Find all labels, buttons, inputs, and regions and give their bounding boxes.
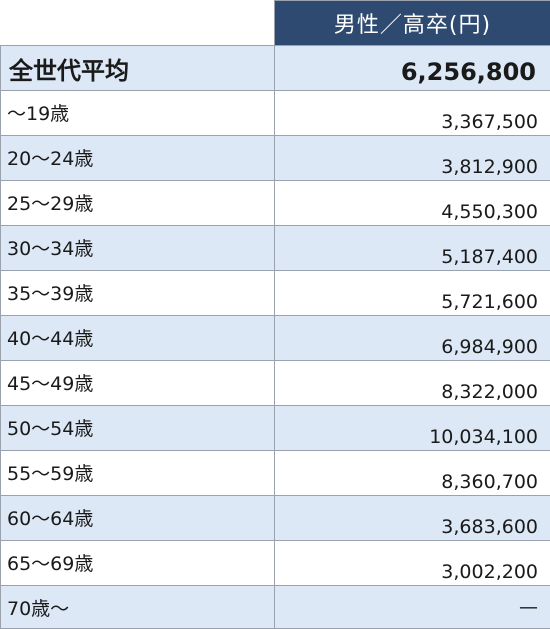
income-value: — (275, 586, 550, 629)
income-value: 6,984,900 (275, 316, 550, 361)
table-row: 20〜24歳 3,812,900 (1, 136, 550, 181)
average-row: 全世代平均 6,256,800 (1, 46, 550, 91)
age-label: 60〜64歳 (1, 496, 275, 541)
income-value: 3,002,200 (275, 541, 550, 586)
age-label: 〜19歳 (1, 91, 275, 136)
income-value: 8,360,700 (275, 451, 550, 496)
age-label: 40〜44歳 (1, 316, 275, 361)
average-label: 全世代平均 (1, 46, 275, 91)
corner-cell (1, 1, 275, 46)
income-value: 3,683,600 (275, 496, 550, 541)
income-value: 5,721,600 (275, 271, 550, 316)
table-row: 55〜59歳 8,360,700 (1, 451, 550, 496)
income-value: 4,550,300 (275, 181, 550, 226)
column-header: 男性／高卒(円) (275, 1, 550, 46)
age-label: 25〜29歳 (1, 181, 275, 226)
table-row: 30〜34歳 5,187,400 (1, 226, 550, 271)
income-value: 8,322,000 (275, 361, 550, 406)
table-row: 40〜44歳 6,984,900 (1, 316, 550, 361)
table-row: 70歳〜 — (1, 586, 550, 629)
age-label: 35〜39歳 (1, 271, 275, 316)
table-row: 25〜29歳 4,550,300 (1, 181, 550, 226)
age-label: 65〜69歳 (1, 541, 275, 586)
table-row: 50〜54歳 10,034,100 (1, 406, 550, 451)
age-label: 20〜24歳 (1, 136, 275, 181)
table-row: 65〜69歳 3,002,200 (1, 541, 550, 586)
income-value: 3,367,500 (275, 91, 550, 136)
table-row: 35〜39歳 5,721,600 (1, 271, 550, 316)
age-label: 30〜34歳 (1, 226, 275, 271)
average-value: 6,256,800 (275, 46, 550, 91)
income-value: 5,187,400 (275, 226, 550, 271)
age-label: 70歳〜 (1, 586, 275, 629)
income-value: 3,812,900 (275, 136, 550, 181)
table-row: 45〜49歳 8,322,000 (1, 361, 550, 406)
table-row: 〜19歳 3,367,500 (1, 91, 550, 136)
header-row: 男性／高卒(円) (1, 1, 550, 46)
age-label: 45〜49歳 (1, 361, 275, 406)
age-label: 50〜54歳 (1, 406, 275, 451)
income-value: 10,034,100 (275, 406, 550, 451)
age-label: 55〜59歳 (1, 451, 275, 496)
table-row: 60〜64歳 3,683,600 (1, 496, 550, 541)
